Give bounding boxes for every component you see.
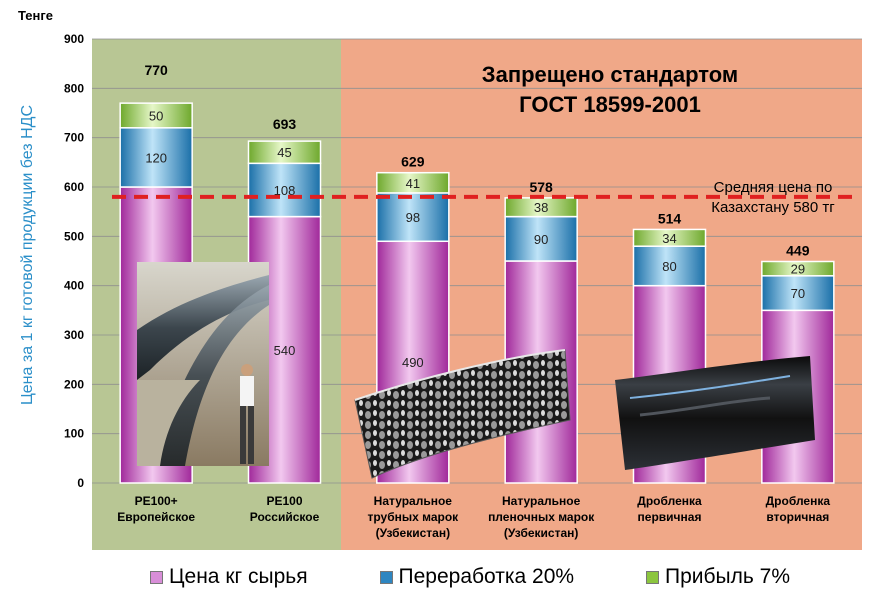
legend-item-processing: Переработка 20%: [379, 565, 575, 589]
bar-total-label: 629: [401, 154, 425, 170]
y-tick-label: 800: [64, 81, 84, 95]
y-tick-label: 0: [77, 476, 84, 490]
y-unit-label: Тенге: [18, 8, 53, 23]
bar-total-label: 449: [786, 242, 810, 258]
bar-segment-profit: [632, 228, 707, 247]
y-axis-label: Цена за 1 кг готовой продукции без НДС: [19, 105, 36, 405]
bar-segment-processing: [247, 162, 322, 218]
segment-value-label: 80: [662, 259, 676, 274]
legend-swatch-profit: [645, 570, 659, 584]
legend-item-profit: Прибыль 7%: [645, 565, 790, 589]
bar-segment-processing: [376, 192, 450, 243]
x-category-label: Натуральное пленочных марок (Узбекистан): [488, 494, 595, 540]
legend-swatch-raw: [150, 570, 163, 584]
y-axis-ticks: 0 100 200 300 400 500 600 700 800 900: [64, 32, 84, 490]
segment-value-label: 45: [277, 145, 291, 160]
segment-value-label: 34: [662, 231, 676, 246]
segment-value-label: 29: [791, 262, 805, 277]
bar-total-label: 770: [144, 62, 168, 78]
crumb-surface-photo: [354, 349, 571, 479]
person-shirt-icon: [240, 376, 254, 406]
segment-value-label: 108: [274, 183, 296, 198]
segment-value-label: 50: [149, 108, 163, 123]
legend-label-raw: Цена кг сырья: [169, 565, 308, 588]
bar-segment-profit: [761, 260, 835, 277]
banner-line2: ГОСТ 18599-2001: [519, 92, 701, 117]
bar-total-label: 514: [658, 210, 682, 226]
x-category-label: PE100+ Европейское: [117, 494, 195, 524]
bar-segment-processing: [632, 245, 707, 287]
pipe-defect-photo: [615, 356, 815, 470]
segment-value-label: 490: [402, 355, 424, 370]
banner: Запрещено стандартом ГОСТ 18599-2001: [482, 62, 738, 117]
legend-item-raw: Цена кг сырья: [150, 565, 308, 589]
bar-total-label: 578: [529, 179, 553, 195]
legend-label-processing: Переработка 20%: [398, 565, 575, 588]
x-category-label: Дробленка вторичная: [766, 494, 831, 524]
segment-value-label: 98: [406, 210, 420, 225]
y-tick-label: 300: [64, 328, 84, 342]
legend: Цена кг сырья Переработка 20% Прибыль 7%: [150, 562, 790, 592]
bar-segment-processing: [504, 215, 578, 262]
y-tick-label: 200: [64, 377, 84, 391]
bar-segment-profit: [119, 102, 193, 129]
segment-value-label: 120: [145, 150, 167, 165]
x-category-label: Дробленка первичная: [637, 494, 702, 524]
segment-value-label: 41: [406, 176, 420, 191]
segment-value-label: 70: [791, 286, 805, 301]
y-tick-label: 700: [64, 131, 84, 145]
y-tick-label: 100: [64, 427, 84, 441]
legend-swatch-processing: [379, 570, 393, 584]
legend-label-profit: Прибыль 7%: [664, 565, 790, 588]
y-tick-label: 500: [64, 229, 84, 243]
average-price-label-1: Средняя цена по: [714, 179, 833, 196]
x-category-label: PE100 Российское: [250, 494, 320, 524]
y-tick-label: 400: [64, 279, 84, 293]
segment-value-label: 90: [534, 232, 548, 247]
bar-segment-profit: [247, 140, 322, 165]
x-category-label: Натуральное трубных марок (Узбекистан): [367, 494, 459, 540]
y-tick-label: 900: [64, 32, 84, 46]
bar-segment-profit: [376, 171, 450, 194]
y-tick-label: 600: [64, 180, 84, 194]
x-axis-categories: PE100+ Европейское PE100 Российское Натураль…: [117, 494, 830, 540]
segment-value-label: 540: [274, 343, 296, 358]
bar-total-label: 693: [273, 116, 297, 132]
segment-value-label: 38: [534, 200, 548, 215]
average-price-label-2: Казахстану 580 тг: [711, 199, 835, 216]
pipeline-trench-photo: [137, 262, 269, 466]
banner-line1: Запрещено стандартом: [482, 62, 738, 87]
